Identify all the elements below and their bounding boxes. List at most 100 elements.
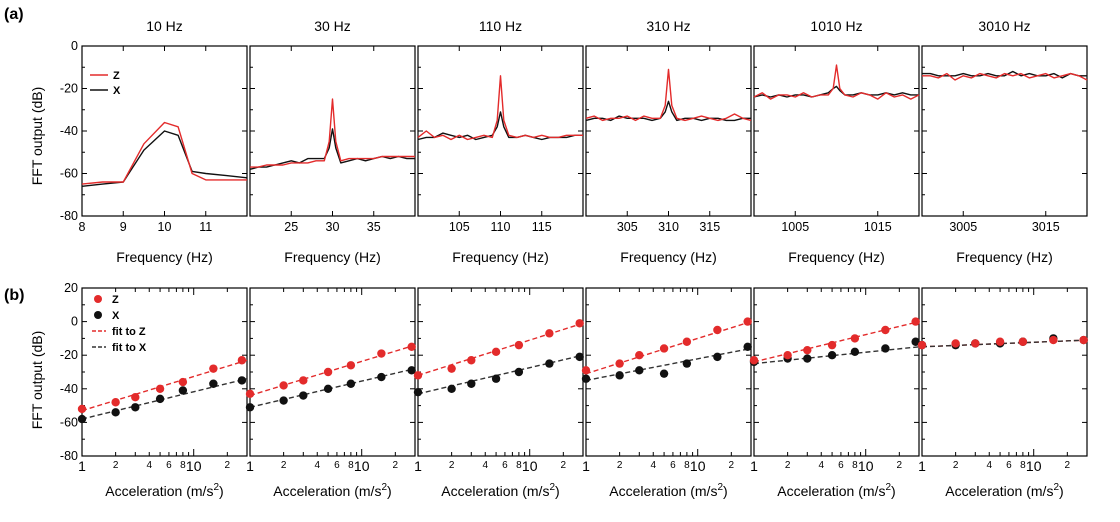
data-point-x [827,351,837,360]
row-a-panel-2: 30 Hz 25 30 35 Frequency (Hz) [249,18,416,265]
x-axis-label-superscript: 2 [717,482,723,493]
x-tick-label: 8 [684,460,690,471]
row-a-panel-1: 10 Hz 0 -20 -40 -60 -808 9 10 11 Frequency (Hz) ZX [60,18,248,265]
x-tick-label: 3015 [1032,220,1060,234]
data-point-x [299,391,308,400]
data-point-x [615,371,624,380]
panel-title: 110 Hz [479,18,522,34]
plot-frame [753,287,920,457]
plot-frame [249,287,416,457]
x-tick-label: 2 [561,460,567,471]
panel-title: 30 Hz [314,18,351,34]
y-tick-label: -60 [60,415,78,429]
series-line-x [81,130,248,187]
fit-line-z [753,320,920,363]
x-axis-label-superscript: 2 [885,482,891,493]
data-point-z [615,359,624,368]
x-axis-label-main: Acceleration (m/s [441,483,549,499]
x-tick-label: 6 [1006,460,1012,471]
data-point-x [155,394,165,404]
plot-frame [417,45,584,217]
x-axis-label: Acceleration (m/s2) [105,482,223,499]
x-tick-label: 6 [502,460,508,471]
plot-frame [585,287,752,457]
data-point-z [827,340,837,350]
fit-line-z [417,322,584,377]
y-tick-label: -60 [60,167,78,181]
x-tick-label: 1 [582,458,590,474]
x-tick-label: 4 [482,460,488,471]
x-tick-label: 2 [393,460,399,471]
legend-label-z: Z [113,70,120,82]
x-tick-label: 310 [658,220,679,234]
x-tick-label: 315 [699,220,720,234]
x-tick-label: 6 [838,460,844,471]
x-axis-label-superscript: 2 [549,482,555,493]
x-tick-label: 3005 [949,220,977,234]
data-point-x [237,376,247,385]
x-axis-label: Frequency (Hz) [620,249,716,265]
x-tick-label: 2 [953,460,959,471]
data-point-z [545,329,554,338]
data-point-z [299,376,308,385]
x-tick-label: 1005 [781,220,809,234]
x-tick-label: 10 [354,458,370,474]
x-tick-label: 8 [180,460,186,471]
data-point-x [77,414,87,424]
x-tick-label: 110 [491,220,511,234]
y-tick-label: -20 [60,348,78,362]
x-axis-label: Frequency (Hz) [452,249,548,265]
series-line-z [417,75,583,141]
data-point-z [467,356,476,365]
x-tick-label: 2 [897,460,903,471]
fit-line-x [921,339,1088,348]
x-tick-label: 10 [158,220,172,234]
x-tick-label: 2 [785,460,791,471]
plot-frame [921,287,1088,457]
x-axis-label-main: Acceleration (m/s [945,483,1053,499]
x-tick-label: 10 [186,458,202,474]
data-point-z [682,337,692,346]
data-point-x [545,359,554,368]
panel-title: 1010 Hz [810,18,862,34]
x-tick-label: 1 [246,458,254,474]
x-tick-label: 8 [516,460,522,471]
x-tick-label: 10 [690,458,706,474]
data-point-z [178,377,188,387]
data-point-z [783,351,792,360]
data-point-x [850,347,860,357]
y-tick-label: 20 [64,281,78,295]
panel-title: 3010 Hz [978,18,1030,34]
fit-line-x [249,367,416,408]
y-tick-label: -40 [60,124,78,138]
data-point-z [881,325,890,335]
row-a-y-axis-label: FFT output (dB) [29,87,45,186]
panel-label-a: (a) [4,6,24,23]
y-tick-label: -20 [60,82,78,96]
data-point-x [659,369,669,378]
series-line-z [81,121,247,185]
x-tick-label: 2 [281,460,287,471]
fit-line-x [585,347,752,382]
data-point-x [682,359,692,368]
data-point-z [447,364,456,373]
data-point-x [111,408,120,417]
x-axis-label: Acceleration (m/s2) [945,482,1063,499]
x-tick-label: 35 [367,220,381,234]
x-tick-label: 8 [852,460,858,471]
series-line-z [922,72,1088,81]
x-axis-label-main: Acceleration (m/s [609,483,717,499]
x-tick-label: 1 [918,458,926,474]
data-point-x [407,366,416,375]
data-point-z [237,356,247,365]
x-tick-label: 1 [414,458,422,474]
data-point-x [413,387,423,397]
legend-marker-x [94,311,102,319]
x-tick-label: 105 [449,220,470,234]
fit-line-z [585,320,752,375]
data-point-z [413,371,423,380]
series-line-z [250,98,415,168]
x-axis-label: Acceleration (m/s2) [609,482,727,499]
